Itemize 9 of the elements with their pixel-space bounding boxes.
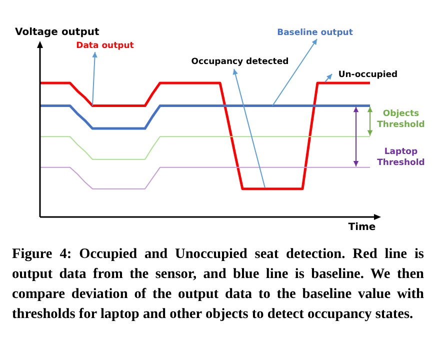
- text: Baseline output: [277, 28, 353, 38]
- x-axis-title: Time: [348, 222, 376, 233]
- caption: Figure 4: Occupied and Unoccupied seat detection. Red line is output data from the sensor, and blue line is baseline. We then compare deviation of the output data to the baseline value with thresholds for laptop and other objects to detect occupancy states.: [12, 245, 424, 324]
- text: Data output: [76, 41, 134, 51]
- text: Un-occupied: [338, 70, 398, 80]
- y-axis-title: Voltage output: [15, 27, 100, 38]
- text: Laptop Threshold: [377, 147, 425, 168]
- text: Objects Threshold: [377, 109, 425, 130]
- text: Occupancy detected: [191, 57, 289, 67]
